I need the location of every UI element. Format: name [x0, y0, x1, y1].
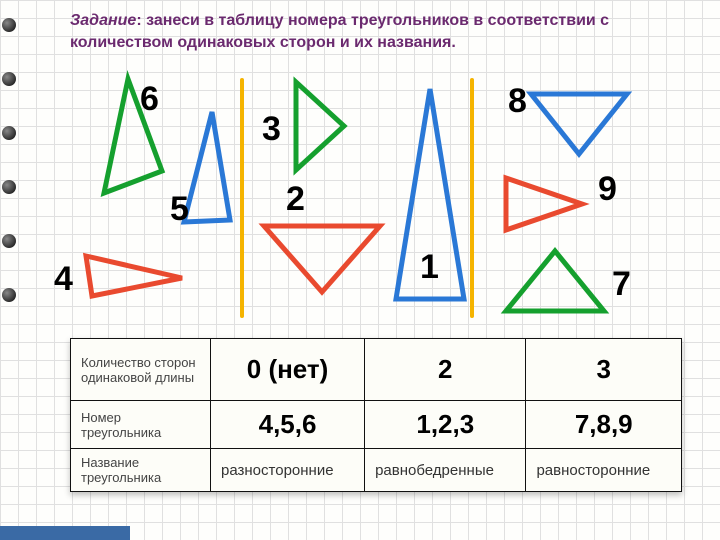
cell-1-2: 1,2,3 — [365, 401, 526, 449]
cell-2-1: разносторонние — [211, 449, 365, 492]
divider-2 — [470, 78, 474, 318]
cell-0-2: 2 — [365, 339, 526, 401]
label-2: 2 — [286, 180, 305, 219]
triangle-9 — [500, 170, 590, 240]
cell-0-1: 0 (нет) — [211, 339, 365, 401]
assignment-label: Задание — [70, 12, 136, 29]
divider-1 — [240, 78, 244, 318]
bottom-bar — [0, 526, 130, 540]
label-7: 7 — [612, 265, 631, 304]
table-row: Количество сторон одинаковой длины 0 (не… — [71, 339, 682, 401]
cell-2-2: равнобедренные — [365, 449, 526, 492]
cell-1-1: 4,5,6 — [211, 401, 365, 449]
triangle-8 — [525, 88, 635, 163]
row-head-2: Номер треугольника — [71, 401, 211, 449]
triangle-5 — [180, 110, 240, 230]
label-6: 6 — [140, 80, 159, 119]
spiral-binding — [0, 0, 20, 540]
triangle-7 — [500, 245, 610, 320]
label-8: 8 — [508, 82, 527, 121]
triangle-2 — [258, 220, 388, 300]
label-9: 9 — [598, 170, 617, 209]
figure-area: 6 5 4 3 2 1 8 — [40, 70, 700, 320]
table-row: Номер треугольника 4,5,6 1,2,3 7,8,9 — [71, 401, 682, 449]
assignment-body: : занеси в таблицу номера треугольников … — [70, 12, 609, 51]
triangle-3 — [290, 78, 350, 178]
triangle-4 — [80, 250, 190, 305]
row-head-3: Название треугольника — [71, 449, 211, 492]
cell-1-3: 7,8,9 — [526, 401, 682, 449]
label-3: 3 — [262, 110, 281, 149]
label-4: 4 — [54, 260, 73, 299]
label-5: 5 — [170, 190, 189, 229]
table-row: Название треугольника разносторонние рав… — [71, 449, 682, 492]
label-1: 1 — [420, 248, 439, 287]
page: Задание: занеси в таблицу номера треугол… — [0, 0, 720, 540]
answer-table: Количество сторон одинаковой длины 0 (не… — [70, 338, 682, 492]
cell-2-3: равносторонние — [526, 449, 682, 492]
cell-0-3: 3 — [526, 339, 682, 401]
assignment-text: Задание: занеси в таблицу номера треугол… — [70, 10, 680, 53]
row-head-1: Количество сторон одинаковой длины — [71, 339, 211, 401]
